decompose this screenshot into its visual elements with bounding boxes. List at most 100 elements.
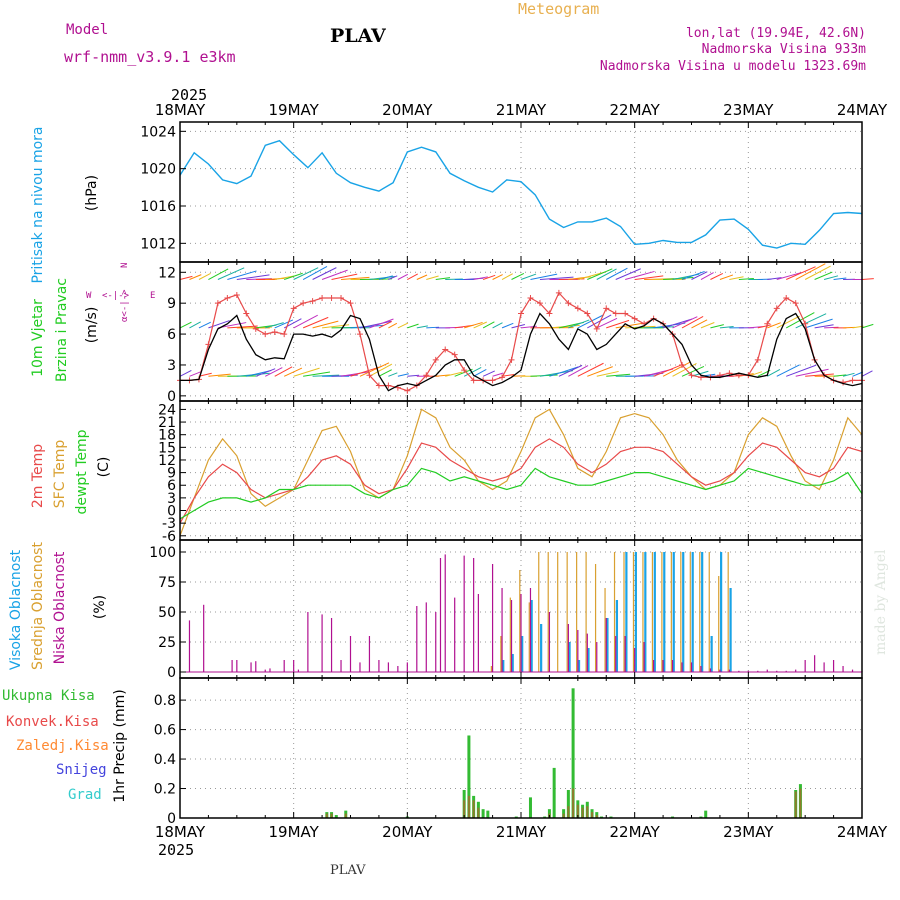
wind-gust-marker [764, 320, 771, 327]
footer-station: PLAV [330, 863, 366, 878]
wind-arrow [606, 319, 630, 329]
wind-arrow [464, 321, 483, 329]
dir-arrows-v: α<-|-> [120, 289, 130, 322]
precip-conv-bar [567, 806, 570, 818]
wind-arrow [265, 367, 283, 377]
y-tick-label: 0 [167, 389, 176, 405]
cloud-low-bar [529, 588, 532, 672]
model-name: wrf-nmm_v3.9.1 e3km [64, 48, 236, 66]
wind-arrow [369, 318, 394, 329]
y-tick-label: 12 [158, 453, 176, 469]
wind-arrow [482, 274, 496, 280]
dir-w: W [86, 291, 92, 301]
cloud-low-bar [624, 636, 626, 672]
wind-arrow [227, 325, 258, 329]
wind-gust-marker [508, 356, 515, 363]
wind-unit: (m/s) [84, 307, 100, 344]
wind-arrow [786, 266, 816, 280]
cloud-low-bar [501, 588, 503, 672]
wind-gust-marker [612, 310, 619, 317]
wind-arrow [208, 373, 231, 377]
wind-gust-marker [603, 305, 610, 312]
y-tick-label: 3 [167, 491, 176, 507]
cloud-high-bar [691, 552, 694, 672]
cloud-low-bar [709, 668, 712, 672]
cloud-low-bar [757, 670, 759, 672]
wind-arrow [824, 326, 839, 329]
cloud-mid-bar [538, 552, 540, 672]
wind-gust-marker [451, 351, 458, 358]
wind-gust-marker [631, 315, 638, 322]
precip-total-bar [566, 790, 570, 818]
precip-total-bar [704, 810, 708, 818]
wind-arrow [473, 368, 487, 377]
precip-conv-bar [586, 806, 589, 818]
wind-arrow [653, 363, 684, 377]
pressure-line [179, 139, 863, 249]
y-tick-label: 50 [158, 605, 176, 621]
cloud-unit: (%) [92, 595, 108, 619]
cloud-low-bar [321, 614, 323, 672]
x-label-top: 24MAY [837, 101, 888, 119]
precip-conv-bar [330, 813, 333, 818]
wind-arrow [587, 268, 613, 280]
cloud-low-bar [577, 630, 579, 672]
wind-arrow [359, 320, 392, 329]
cloud-high-bar [625, 552, 628, 672]
x-label-bottom: 22MAY [610, 823, 661, 841]
wind-arrow [274, 275, 295, 280]
y-tick-label: -3 [162, 516, 176, 532]
precip-conv-bar [595, 815, 598, 818]
precip-conv-label: Konvek.Kisa [6, 714, 99, 730]
precip-unit: 1hr Precip (mm) [112, 689, 128, 802]
x-label-bottom: 23MAY [723, 823, 774, 841]
cloud-high-bar [502, 660, 505, 672]
y-tick-label: 0.6 [154, 723, 176, 739]
precip-total-bar [467, 735, 471, 818]
dir-arrows-h: <-|-> [102, 291, 130, 301]
cloud-low-bar [700, 666, 702, 672]
wind-gust-marker [555, 289, 562, 296]
y-tick-label: 1024 [140, 124, 176, 140]
cloud-low-bar [425, 602, 427, 672]
pressure-panel [179, 139, 863, 249]
wind-gust-marker [470, 377, 477, 384]
cloud-low-bar [804, 660, 806, 672]
y-tick-label: 0.8 [154, 693, 176, 709]
cloud-low-bar [387, 662, 389, 672]
wind-arrow [539, 276, 574, 281]
wind-gust-marker [356, 331, 363, 338]
wind-gust-marker [375, 382, 382, 389]
lonlat-label: lon,lat (19.94E, 42.6N) [686, 26, 866, 41]
wind-arrow [284, 272, 303, 280]
x-label-top: 23MAY [723, 101, 774, 119]
cloud-low-bar [307, 612, 309, 672]
cloud-high-bar [540, 624, 543, 672]
wind-arrow [615, 268, 641, 280]
wind-arrow [842, 372, 855, 377]
wind-gust-marker [461, 367, 468, 374]
temp-unit: (C) [96, 457, 112, 478]
cloud-high-bar [568, 642, 571, 672]
wind-arrow [189, 371, 202, 377]
cloud-low-bar [520, 594, 522, 672]
cloud-label-1: Visoka Oblacnost [8, 549, 24, 670]
cloud-low-bar [653, 660, 655, 672]
cloud-low-bar [766, 669, 768, 672]
cloud-low-bar [671, 660, 674, 672]
cloud-low-bar [832, 660, 835, 672]
wind-arrow [596, 370, 619, 377]
wind-arrow [369, 276, 395, 281]
wind-arrow [378, 320, 393, 329]
cloud-low-bar [454, 597, 456, 672]
wind-arrow [795, 263, 826, 280]
wind-arrow [719, 326, 734, 329]
x-label-bottom: 19MAY [269, 823, 320, 841]
wind-arrow [312, 267, 337, 280]
y-tick-label: 100 [149, 545, 176, 561]
cloud-low-bar [330, 618, 333, 672]
x-label-top: 18MAY [155, 101, 206, 119]
wind-gust-marker [688, 372, 695, 379]
wind-arrow [520, 273, 537, 280]
wind-gust-marker [423, 372, 430, 379]
